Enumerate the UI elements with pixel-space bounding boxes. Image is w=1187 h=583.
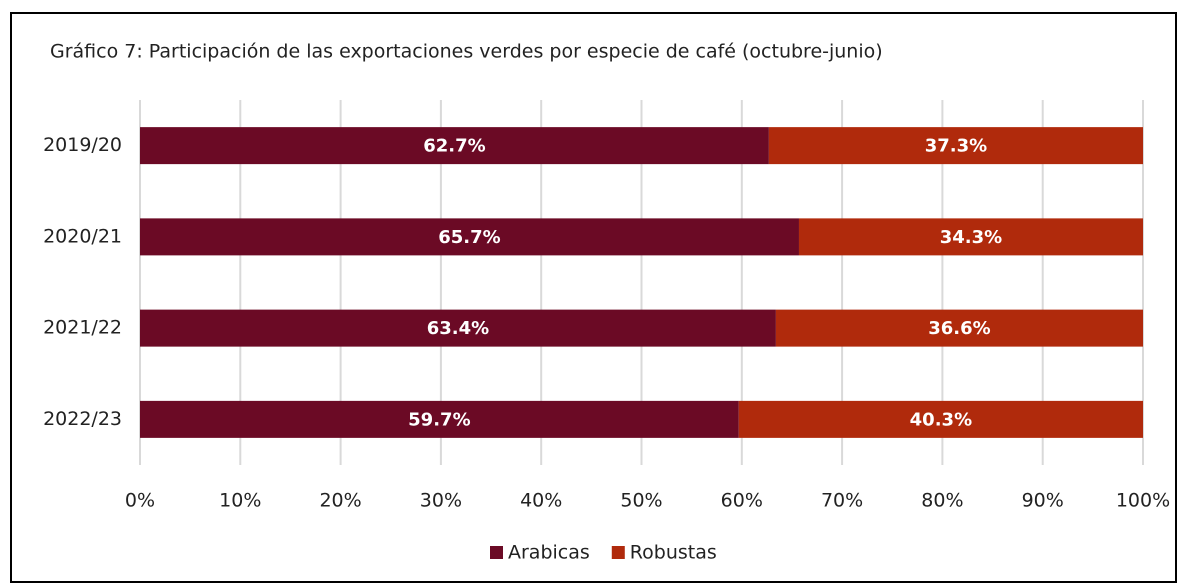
data-label: 34.3% xyxy=(940,227,1002,248)
bar-segment xyxy=(775,309,1143,347)
chart-title: Gráfico 7: Participación de las exportac… xyxy=(50,41,883,63)
data-label: 65.7% xyxy=(438,227,500,248)
x-tick-label: 50% xyxy=(620,490,662,512)
data-label: 63.4% xyxy=(427,318,489,339)
x-tick-label: 40% xyxy=(520,490,562,512)
bar-segment xyxy=(140,218,799,256)
x-tick-label: 60% xyxy=(721,490,763,512)
y-tick-label: 2020/21 xyxy=(43,225,122,247)
legend-swatch xyxy=(611,546,625,559)
x-tick-label: 20% xyxy=(319,490,361,512)
x-tick-label: 90% xyxy=(1022,490,1064,512)
y-tick-label: 2019/20 xyxy=(43,134,122,156)
bar-segment xyxy=(738,400,1143,438)
bar-segment xyxy=(798,218,1143,256)
x-tick-label: 10% xyxy=(219,490,261,512)
data-label: 37.3% xyxy=(925,136,987,157)
data-label: 59.7% xyxy=(408,409,470,430)
bar-segment xyxy=(140,309,776,347)
data-label: 40.3% xyxy=(910,409,972,430)
legend-label: Robustas xyxy=(630,542,717,564)
bar-segment xyxy=(768,127,1143,165)
x-tick-label: 100% xyxy=(1116,490,1170,512)
y-tick-label: 2021/22 xyxy=(43,317,122,339)
legend-swatch xyxy=(490,546,503,559)
x-tick-label: 80% xyxy=(921,490,963,512)
data-label: 36.6% xyxy=(928,318,990,339)
y-tick-label: 2022/23 xyxy=(43,408,122,430)
bar-segment xyxy=(140,127,769,165)
x-tick-label: 70% xyxy=(821,490,863,512)
x-tick-label: 30% xyxy=(420,490,462,512)
x-tick-label: 0% xyxy=(125,490,155,512)
legend-label: Arabicas xyxy=(508,542,590,564)
bar-segment xyxy=(140,400,739,438)
data-label: 62.7% xyxy=(423,136,485,157)
chart-border xyxy=(10,12,1177,583)
